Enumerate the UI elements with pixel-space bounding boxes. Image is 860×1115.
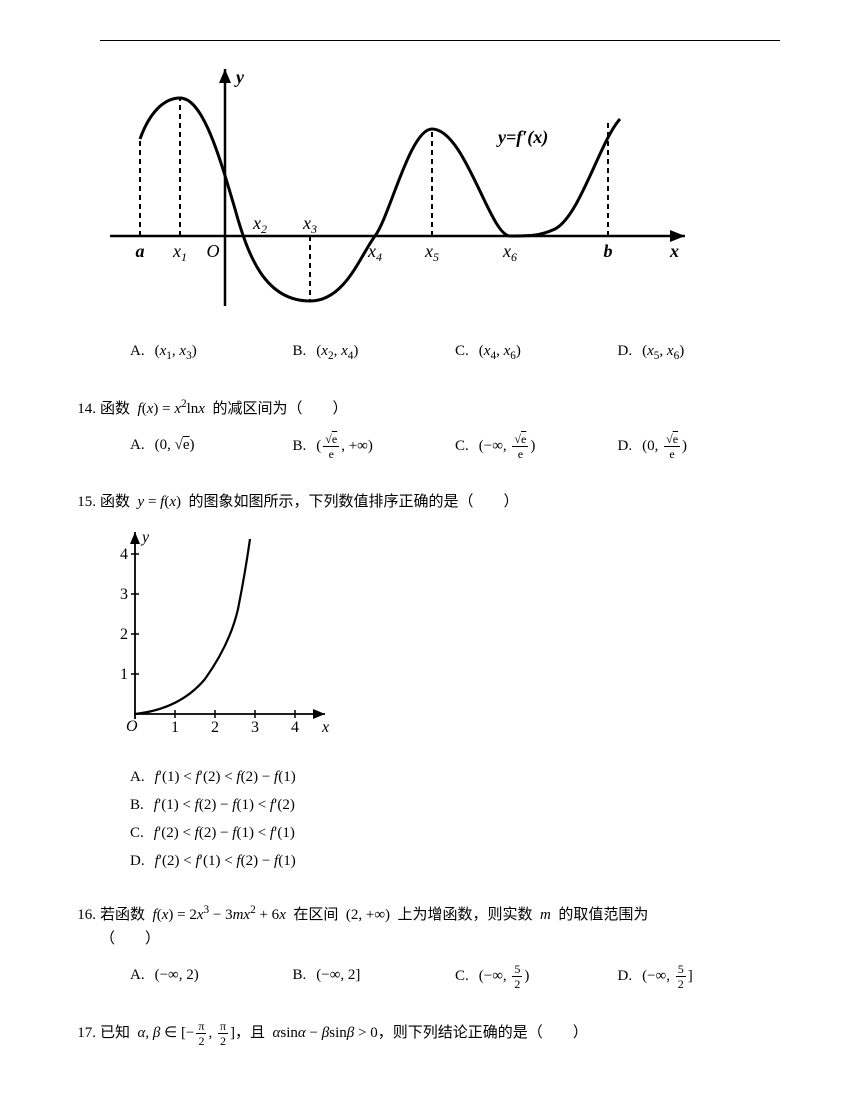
q13-figure: a x1 O x2 x3 x4 x5 x6 b x y y=f′(x) [110, 61, 780, 319]
question-17: 17.已知 α, β ∈ [−π2, π2]，且 αsinα − βsinβ >… [100, 1020, 780, 1047]
q15-ytick-3: 3 [120, 586, 128, 603]
q14-options: A.(0, √e) B.(√ee, +∞) C.(−∞, √ee) D.(0, … [130, 431, 780, 462]
q15-xtick-2: 2 [211, 719, 219, 736]
q15-origin: O [126, 718, 138, 735]
q15-option-C[interactable]: C.f′(2) < f(2) − f(1) < f′(1) [130, 821, 780, 845]
q16-options: A.(−∞, 2) B.(−∞, 2] C.(−∞, 52) D.(−∞, 52… [130, 961, 780, 992]
q13-graph-svg: a x1 O x2 x3 x4 x5 x6 b x y y=f′(x) [110, 61, 700, 311]
label-x3: x3 [302, 213, 317, 236]
label-x1: x1 [172, 241, 187, 264]
q15-x-arrow [313, 709, 325, 719]
q15-xtick-3: 3 [251, 719, 259, 736]
q13-option-B[interactable]: B.(x2, x4) [293, 337, 456, 367]
q13-option-A[interactable]: A.(x1, x3) [130, 337, 293, 367]
q15-graph-svg: 1 2 3 4 1 2 3 4 O x y [110, 524, 340, 739]
label-x2: x2 [252, 213, 267, 236]
q15-option-B[interactable]: B.f′(1) < f(2) − f(1) < f′(2) [130, 793, 780, 817]
label-y-axis: y [234, 67, 245, 87]
q14-number: 14. [68, 397, 96, 421]
label-x6: x6 [502, 241, 517, 264]
question-13: a x1 O x2 x3 x4 x5 x6 b x y y=f′(x) A.(x… [100, 61, 780, 367]
q15-stem: 15.函数 y = f(x) 的图象如图所示，下列数值排序正确的是（ ） [100, 490, 780, 514]
q16-option-A[interactable]: A.(−∞, 2) [130, 961, 293, 992]
q16-stem: 16.若函数 f(x) = 2x3 − 3mx2 + 6x 在区间 (2, +∞… [100, 901, 780, 951]
q13-options: A.(x1, x3) B.(x2, x4) C.(x4, x6) D.(x5, … [130, 337, 780, 367]
q15-xtick-4: 4 [291, 719, 299, 736]
q15-xtick-1: 1 [171, 719, 179, 736]
q14-option-D[interactable]: D.(0, √ee) [618, 431, 781, 462]
question-15: 15.函数 y = f(x) 的图象如图所示，下列数值排序正确的是（ ） [100, 490, 780, 873]
q15-y-label: y [140, 529, 150, 546]
q13-option-D[interactable]: D.(x5, x6) [618, 337, 781, 367]
label-x-axis: x [669, 241, 679, 261]
q16-option-D[interactable]: D.(−∞, 52] [618, 961, 781, 992]
question-16: 16.若函数 f(x) = 2x3 − 3mx2 + 6x 在区间 (2, +∞… [100, 901, 780, 992]
q15-option-A[interactable]: A.f′(1) < f′(2) < f(2) − f(1) [130, 765, 780, 789]
label-a: a [136, 241, 145, 261]
q15-x-label: x [321, 719, 329, 736]
q15-option-D[interactable]: D.f′(2) < f′(1) < f(2) − f(1) [130, 849, 780, 873]
q15-curve [135, 539, 250, 714]
q15-number: 15. [68, 490, 96, 514]
q16-option-B[interactable]: B.(−∞, 2] [293, 961, 456, 992]
label-x4: x4 [367, 241, 382, 264]
q16-number: 16. [68, 903, 96, 927]
q15-ytick-2: 2 [120, 626, 128, 643]
q15-options: A.f′(1) < f′(2) < f(2) − f(1) B.f′(1) < … [130, 765, 780, 873]
y-axis-arrow [219, 69, 231, 83]
label-b: b [604, 241, 613, 261]
q13-option-C[interactable]: C.(x4, x6) [455, 337, 618, 367]
q15-ytick-1: 1 [120, 666, 128, 683]
q14-option-B[interactable]: B.(√ee, +∞) [293, 431, 456, 462]
page-top-rule [100, 40, 780, 41]
q15-ytick-4: 4 [120, 546, 128, 563]
q17-number: 17. [68, 1021, 96, 1045]
q16-option-C[interactable]: C.(−∞, 52) [455, 961, 618, 992]
label-x5: x5 [424, 241, 439, 264]
q14-option-A[interactable]: A.(0, √e) [130, 431, 293, 462]
label-curve: y=f′(x) [496, 127, 548, 148]
question-14: 14.函数 f(x) = x2lnx 的减区间为（ ） A.(0, √e) B.… [100, 395, 780, 462]
q17-stem: 17.已知 α, β ∈ [−π2, π2]，且 αsinα − βsinβ >… [100, 1020, 780, 1047]
q14-stem: 14.函数 f(x) = x2lnx 的减区间为（ ） [100, 395, 780, 421]
q15-y-arrow [130, 532, 140, 544]
q14-option-C[interactable]: C.(−∞, √ee) [455, 431, 618, 462]
q15-figure: 1 2 3 4 1 2 3 4 O x y [110, 524, 780, 747]
label-O: O [207, 241, 220, 261]
